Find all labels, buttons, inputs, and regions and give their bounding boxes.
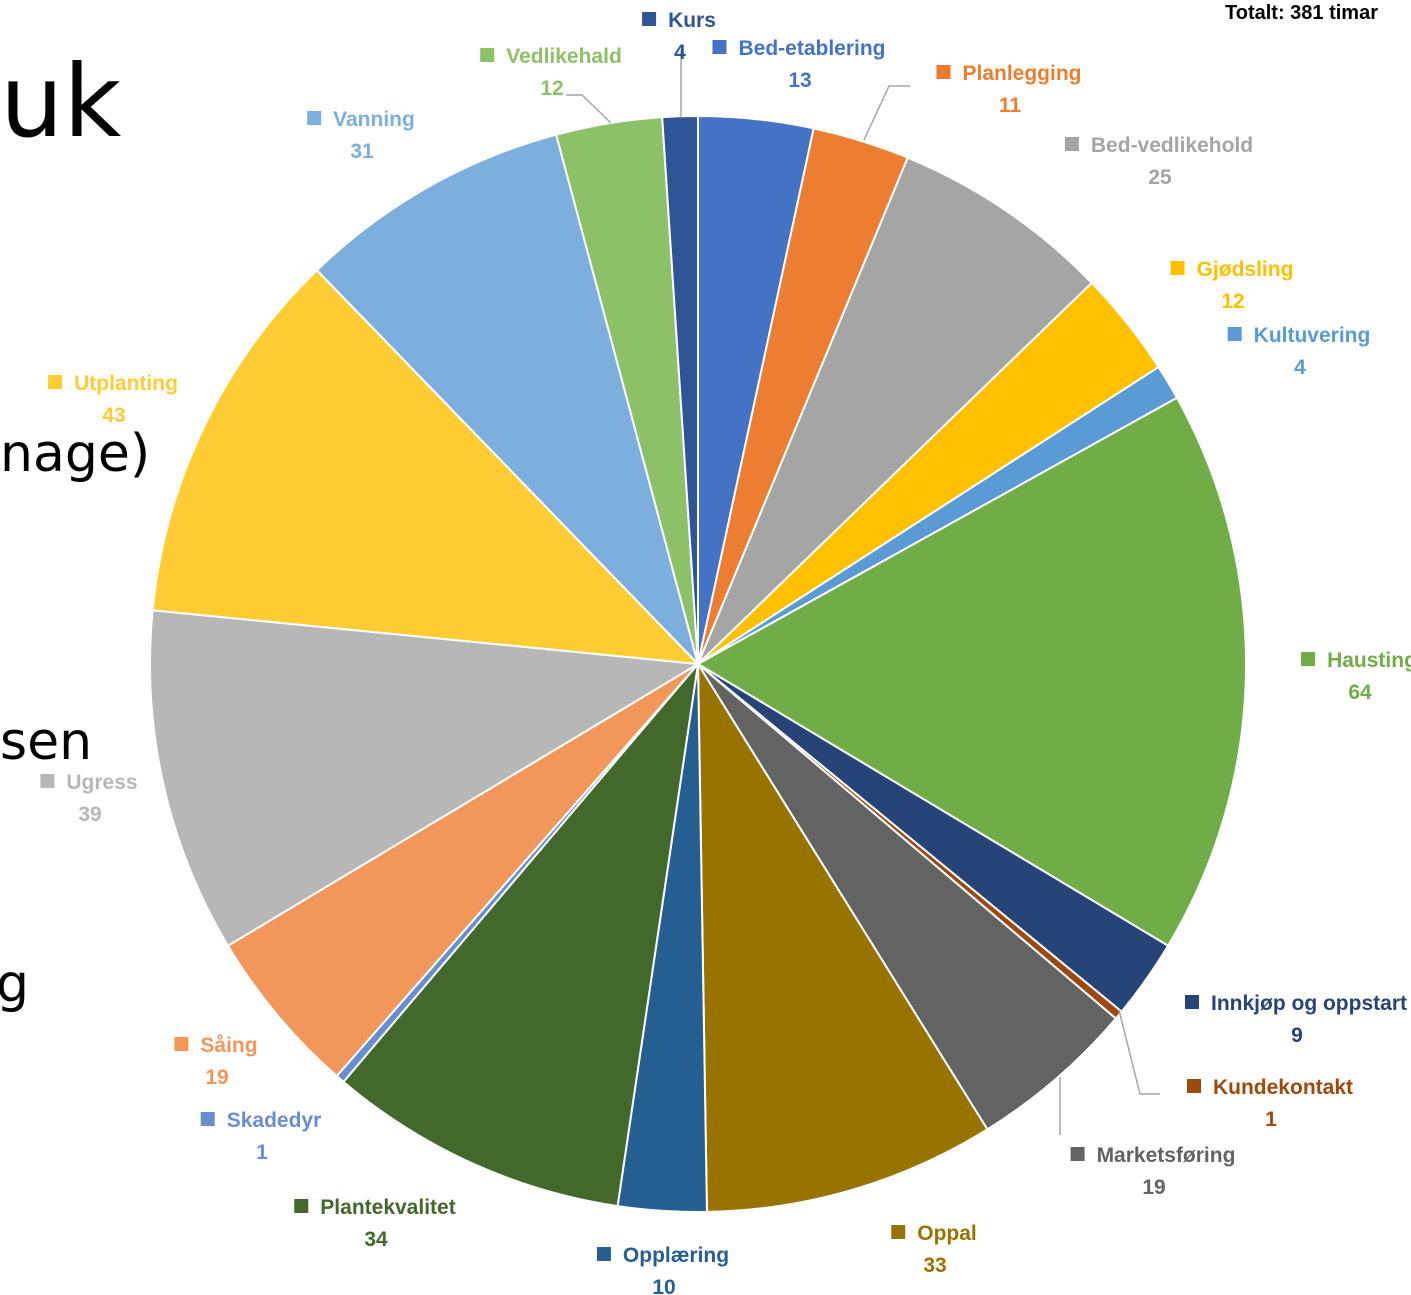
data-label-value: 11 — [999, 94, 1022, 117]
data-label-name: Utplanting — [74, 372, 178, 395]
pie-slice-hausting — [696, 396, 1247, 948]
data-label-name: Plantekvalitet — [320, 1196, 455, 1219]
data-label-name: Vanning — [333, 108, 415, 131]
data-label-planlegging: Planlegging 11 — [936, 62, 1082, 117]
data-label-innkj-p-og-oppstart: Innkjøp og oppstart 9 — [1185, 992, 1407, 1047]
data-label-value: 4 — [674, 41, 686, 64]
legend-key-icon — [1170, 261, 1185, 275]
legend-key-icon — [1070, 1147, 1085, 1161]
data-label-name: Innkjøp og oppstart — [1211, 992, 1407, 1015]
data-label-vanning: Vanning 31 — [307, 108, 415, 163]
legend-key-icon — [936, 65, 951, 79]
data-label-name: Gjødsling — [1197, 258, 1294, 281]
data-label-name: Hausting — [1327, 649, 1411, 672]
data-label-value: 19 — [205, 1066, 228, 1089]
data-label-value: 13 — [788, 69, 811, 92]
leader-line — [566, 94, 612, 124]
data-label-s-ing: Såing 19 — [174, 1034, 258, 1089]
data-label-name: Planlegging — [962, 62, 1081, 85]
data-label-name: Kultuvering — [1254, 324, 1371, 347]
pie-slice-oppal — [696, 660, 989, 1213]
data-label-name: Kundekontakt — [1213, 1076, 1353, 1099]
data-label-kultuvering: Kultuvering 4 — [1227, 324, 1371, 379]
leader-line — [1118, 1009, 1160, 1095]
data-label-bed-vedlikehold: Bed-vedlikehold 25 — [1064, 134, 1253, 189]
data-label-name: Bed-vedlikehold — [1091, 134, 1253, 157]
data-label-plantekvalitet: Plantekvalitet 34 — [294, 1196, 456, 1251]
pie-slice-ugress — [149, 609, 702, 948]
data-label-value: 4 — [1294, 356, 1306, 379]
data-label-value: 43 — [102, 404, 125, 427]
legend-key-icon — [200, 1112, 215, 1126]
pie-slice-bed-vedlikehold — [697, 156, 1094, 665]
legend-key-icon — [642, 12, 657, 26]
data-label-name: Oppal — [917, 1222, 977, 1245]
data-label-value: 1 — [256, 1141, 268, 1164]
data-label-oppal: Oppal 33 — [891, 1222, 977, 1277]
data-label-kurs: Kurs 4 — [642, 9, 716, 64]
pie-slice-s-ing — [226, 663, 699, 1078]
pie-slice-kurs — [661, 114, 699, 665]
data-label-value: 10 — [652, 1276, 675, 1295]
legend-key-icon — [891, 1225, 906, 1239]
slide-text-fragment-1: uk — [0, 43, 122, 160]
data-label-value: 39 — [78, 803, 101, 826]
legend-key-icon — [174, 1037, 189, 1051]
legend-key-icon — [1301, 652, 1316, 666]
pie-slice-vanning — [315, 133, 700, 668]
data-label-value: 64 — [1348, 681, 1372, 704]
legend-key-icon — [40, 774, 55, 788]
leader-line — [863, 85, 910, 141]
legend-key-icon — [480, 48, 495, 62]
data-label-name: Bed-etablering — [738, 37, 885, 60]
slide-text-fragment-4: g — [0, 954, 30, 1014]
pie-slice-marketsf-ring — [697, 663, 1118, 1131]
data-label-vedlikehald: Vedlikehald 12 — [480, 45, 622, 100]
data-label-name: Skadedyr — [227, 1109, 322, 1132]
data-label-oppl-ring: Opplæring 10 — [596, 1244, 729, 1295]
legend-key-icon — [712, 40, 727, 54]
legend-key-icon — [294, 1199, 309, 1213]
data-label-value: 9 — [1291, 1024, 1303, 1047]
data-label-value: 33 — [923, 1254, 946, 1277]
data-label-kundekontakt: Kundekontakt 1 — [1186, 1076, 1353, 1131]
slide-text-fragment-3: sen — [0, 712, 93, 772]
legend-key-icon — [307, 111, 322, 125]
data-label-value: 31 — [350, 140, 374, 163]
data-label-marketsf-ring: Marketsføring 19 — [1070, 1144, 1236, 1199]
data-label-value: 1 — [1265, 1108, 1277, 1131]
pie-slice-plantekvalitet — [342, 660, 700, 1208]
data-label-name: Marketsføring — [1097, 1144, 1236, 1167]
data-label-value: 34 — [364, 1228, 388, 1251]
data-label-skadedyr: Skadedyr 1 — [200, 1109, 322, 1164]
legend-key-icon — [596, 1247, 611, 1261]
data-label-value: 12 — [540, 77, 563, 100]
data-label-value: 12 — [1221, 290, 1244, 313]
data-label-utplanting: Utplanting 43 — [48, 372, 178, 427]
legend-key-icon — [1064, 137, 1079, 151]
legend-key-icon — [1186, 1079, 1201, 1093]
data-label-name: Vedlikehald — [506, 45, 622, 68]
data-label-name: Kurs — [668, 9, 716, 32]
pie-slice-utplanting — [151, 268, 701, 666]
data-label-name: Ugress — [66, 771, 137, 794]
data-label-gj-dsling: Gjødsling 12 — [1170, 258, 1294, 313]
slide-text-fragment-2: nage) — [0, 424, 151, 484]
data-label-ugress: Ugress 39 — [40, 771, 138, 826]
legend-key-icon — [1227, 327, 1242, 341]
legend-key-icon — [48, 375, 63, 389]
data-label-value: 19 — [1142, 1176, 1165, 1199]
legend-key-icon — [1185, 995, 1200, 1009]
data-label-hausting: Hausting 64 — [1301, 649, 1411, 704]
data-label-value: 25 — [1148, 166, 1172, 189]
total-hours-label: Totalt: 381 timar — [1225, 2, 1378, 24]
data-label-name: Opplæring — [623, 1244, 729, 1267]
data-label-name: Såing — [200, 1034, 257, 1057]
data-label-bed-etablering: Bed-etablering 13 — [712, 37, 886, 92]
